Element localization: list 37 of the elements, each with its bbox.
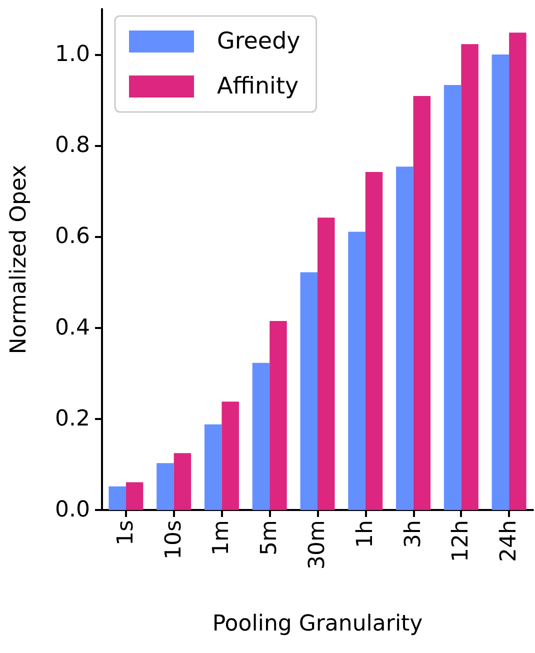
y-tick-label: 0.2 (55, 406, 90, 432)
bar (365, 172, 383, 510)
y-tick-label: 0.6 (55, 224, 90, 250)
bar (318, 218, 335, 510)
x-tick-label: 24h (496, 520, 522, 562)
bar (126, 482, 144, 510)
bar (252, 362, 270, 510)
bar (204, 424, 222, 510)
bar (108, 486, 126, 510)
x-tick-label: 3h (400, 520, 426, 548)
bar (509, 32, 526, 510)
y-tick-label: 1.0 (55, 42, 90, 68)
bar (348, 232, 366, 510)
legend-label: Affinity (217, 74, 299, 100)
bar (300, 272, 318, 510)
x-tick-label: 1m (209, 520, 234, 556)
x-tick-label: 12h (448, 520, 474, 562)
x-tick-label: 10s (161, 520, 186, 560)
bar (156, 463, 174, 510)
bar (492, 54, 510, 510)
legend-label: Greedy (217, 28, 300, 54)
y-tick-label: 0.0 (55, 498, 90, 522)
y-tick-label: 0.8 (55, 133, 90, 158)
bar (270, 320, 287, 510)
bar (444, 85, 462, 510)
x-tick-label: 30m (305, 520, 330, 570)
bar (413, 96, 431, 510)
bar (396, 166, 414, 510)
x-tick-label: 5m (257, 520, 282, 556)
bar (222, 402, 239, 510)
y-axis-title: Normalized Opex (6, 164, 32, 354)
y-tick-label: 0.4 (55, 315, 90, 340)
x-tick-label: 1h (352, 520, 378, 548)
x-axis-title: Pooling Granularity (212, 612, 423, 636)
bar (461, 44, 478, 510)
x-tick-label: 1s (113, 520, 138, 546)
bar (174, 453, 192, 510)
